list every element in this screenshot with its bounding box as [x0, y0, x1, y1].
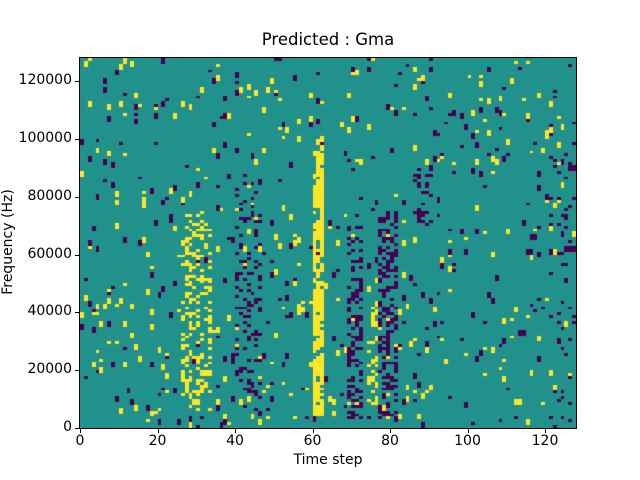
x-tick-label: 120 [531, 433, 559, 449]
x-tick-mark [80, 429, 81, 433]
x-tick-label: 20 [148, 433, 167, 449]
y-tick-mark [75, 312, 79, 314]
y-tick-label: 0 [63, 419, 72, 435]
x-tick-mark [312, 429, 314, 433]
plot-area [79, 57, 577, 429]
y-tick-label: 80000 [27, 187, 72, 204]
x-tick-label: 80 [381, 433, 399, 449]
y-tick-mark [75, 254, 79, 256]
y-tick-mark [75, 138, 79, 140]
chart-title: Predicted : Gma [261, 30, 395, 49]
x-tick-mark [157, 429, 159, 433]
y-tick-mark [75, 81, 79, 83]
x-tick-label: 0 [75, 433, 85, 449]
x-tick-label: 40 [226, 433, 244, 449]
heatmap-canvas [80, 58, 576, 428]
x-tick-mark [545, 429, 546, 433]
x-tick-mark [235, 429, 236, 433]
x-tick-label: 100 [454, 433, 481, 449]
y-tick-label: 100000 [18, 129, 72, 146]
y-tick-mark [75, 196, 79, 198]
y-tick-mark [75, 370, 79, 372]
y-tick-label: 20000 [27, 361, 72, 378]
x-tick-mark [467, 429, 469, 433]
y-tick-label: 40000 [27, 303, 72, 320]
y-tick-label: 60000 [27, 245, 72, 262]
x-axis-label: Time step [293, 452, 363, 468]
x-tick-label: 60 [303, 433, 322, 449]
y-tick-mark [75, 428, 79, 429]
y-tick-label: 120000 [18, 72, 72, 89]
x-tick-mark [390, 429, 391, 433]
y-axis-label: Frequency (Hz) [0, 189, 16, 295]
